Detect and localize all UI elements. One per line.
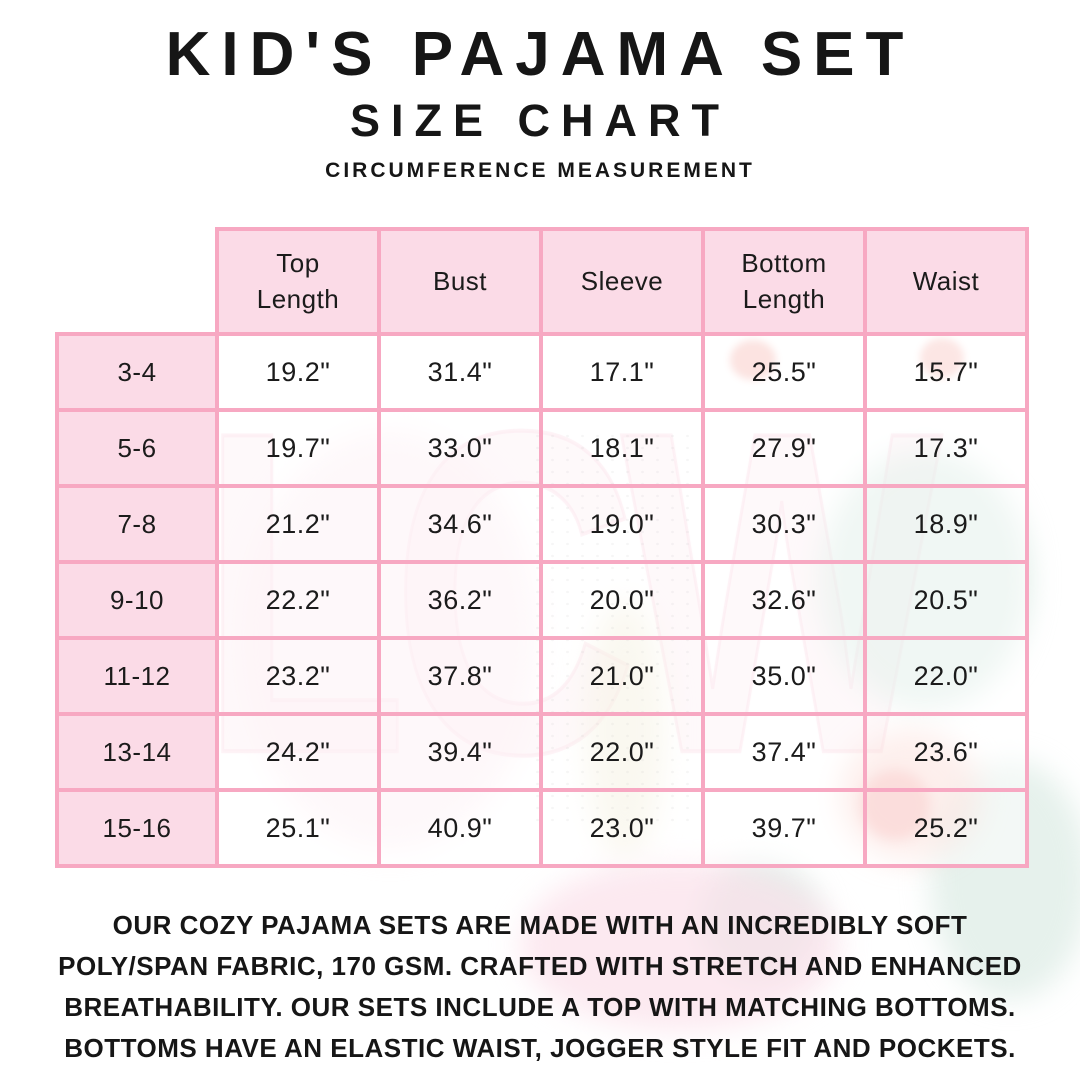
description-line: OUR COZY PAJAMA SETS ARE MADE WITH AN IN… — [112, 910, 968, 940]
page-subtitle: SIZE CHART — [350, 95, 730, 147]
measurement-cell: 25.5" — [701, 332, 867, 412]
description-line: BREATHABILITY. OUR SETS INCLUDE A TOP WI… — [64, 992, 1016, 1022]
title-block: KID'S PAJAMA SET SIZE CHART CIRCUMFERENC… — [0, 22, 1080, 183]
description-line: BOTTOMS HAVE AN ELASTIC WAIST, JOGGER ST… — [64, 1033, 1016, 1063]
watermark-pink-wash — [520, 860, 840, 1030]
size-row-11-12: 11-12 23.2" 37.8" 21.0" 35.0" 22.0" — [55, 636, 1029, 716]
measurement-cell: 27.9" — [701, 408, 867, 488]
measurement-cell: 33.0" — [377, 408, 543, 488]
measurement-cell: 32.6" — [701, 560, 867, 640]
size-label-cell: 11-12 — [55, 636, 219, 716]
size-label-cell: 5-6 — [55, 408, 219, 488]
column-header-bottom-length: Bottom Length — [701, 227, 867, 336]
page-title: KID'S PAJAMA SET — [165, 20, 915, 89]
measurement-cell: 17.3" — [863, 408, 1029, 488]
measurement-cell: 40.9" — [377, 788, 543, 868]
size-row-13-14: 13-14 24.2" 39.4" 22.0" 37.4" 23.6" — [55, 712, 1029, 792]
measurement-cell: 22.0" — [539, 712, 705, 792]
measurement-cell: 37.8" — [377, 636, 543, 716]
measurement-cell: 39.4" — [377, 712, 543, 792]
measurement-cell: 23.0" — [539, 788, 705, 868]
size-row-15-16: 15-16 25.1" 40.9" 23.0" 39.7" 25.2" — [55, 788, 1029, 868]
measurement-cell: 36.2" — [377, 560, 543, 640]
column-header-bust: Bust — [377, 227, 543, 336]
size-row-7-8: 7-8 21.2" 34.6" 19.0" 30.3" 18.9" — [55, 484, 1029, 564]
measurement-cell: 25.1" — [215, 788, 381, 868]
measurement-cell: 19.7" — [215, 408, 381, 488]
size-chart-table: Top Length Bust Sleeve Bottom Length Waist 3-… — [55, 227, 1029, 868]
measurement-cell: 23.2" — [215, 636, 381, 716]
description: OUR COZY PAJAMA SETS ARE MADE WITH AN IN… — [0, 905, 1080, 1069]
measurement-cell: 22.2" — [215, 560, 381, 640]
size-row-5-6: 5-6 19.7" 33.0" 18.1" 27.9" 17.3" — [55, 408, 1029, 488]
measurement-cell: 39.7" — [701, 788, 867, 868]
measurement-cell: 35.0" — [701, 636, 867, 716]
size-label-cell: 13-14 — [55, 712, 219, 792]
column-header-waist: Waist — [863, 227, 1029, 336]
size-label-cell: 15-16 — [55, 788, 219, 868]
measurement-cell: 24.2" — [215, 712, 381, 792]
column-header-top-length: Top Length — [215, 227, 381, 336]
size-label-cell: 9-10 — [55, 560, 219, 640]
measurement-cell: 22.0" — [863, 636, 1029, 716]
measurement-cell: 20.0" — [539, 560, 705, 640]
size-row-9-10: 9-10 22.2" 36.2" 20.0" 32.6" 20.5" — [55, 560, 1029, 640]
measurement-cell: 15.7" — [863, 332, 1029, 412]
measurement-cell: 18.9" — [863, 484, 1029, 564]
column-header-sleeve: Sleeve — [539, 227, 705, 336]
description-line: POLY/SPAN FABRIC, 170 GSM. CRAFTED WITH … — [58, 951, 1022, 981]
measurement-cell: 19.2" — [215, 332, 381, 412]
measurement-cell: 25.2" — [863, 788, 1029, 868]
page-tagline: CIRCUMFERENCE MEASUREMENT — [325, 159, 755, 183]
header-row: Top Length Bust Sleeve Bottom Length Waist — [57, 227, 1029, 336]
measurement-cell: 18.1" — [539, 408, 705, 488]
measurement-cell: 20.5" — [863, 560, 1029, 640]
size-label-cell: 7-8 — [55, 484, 219, 564]
measurement-cell: 31.4" — [377, 332, 543, 412]
measurement-cell: 34.6" — [377, 484, 543, 564]
measurement-cell: 19.0" — [539, 484, 705, 564]
size-row-3-4: 3-4 19.2" 31.4" 17.1" 25.5" 15.7" — [55, 332, 1029, 412]
corner-cell — [57, 229, 217, 334]
measurement-cell: 17.1" — [539, 332, 705, 412]
size-label-cell: 3-4 — [55, 332, 219, 412]
measurement-cell: 30.3" — [701, 484, 867, 564]
measurement-cell: 37.4" — [701, 712, 867, 792]
measurement-cell: 21.0" — [539, 636, 705, 716]
measurement-cell: 21.2" — [215, 484, 381, 564]
measurement-cell: 23.6" — [863, 712, 1029, 792]
